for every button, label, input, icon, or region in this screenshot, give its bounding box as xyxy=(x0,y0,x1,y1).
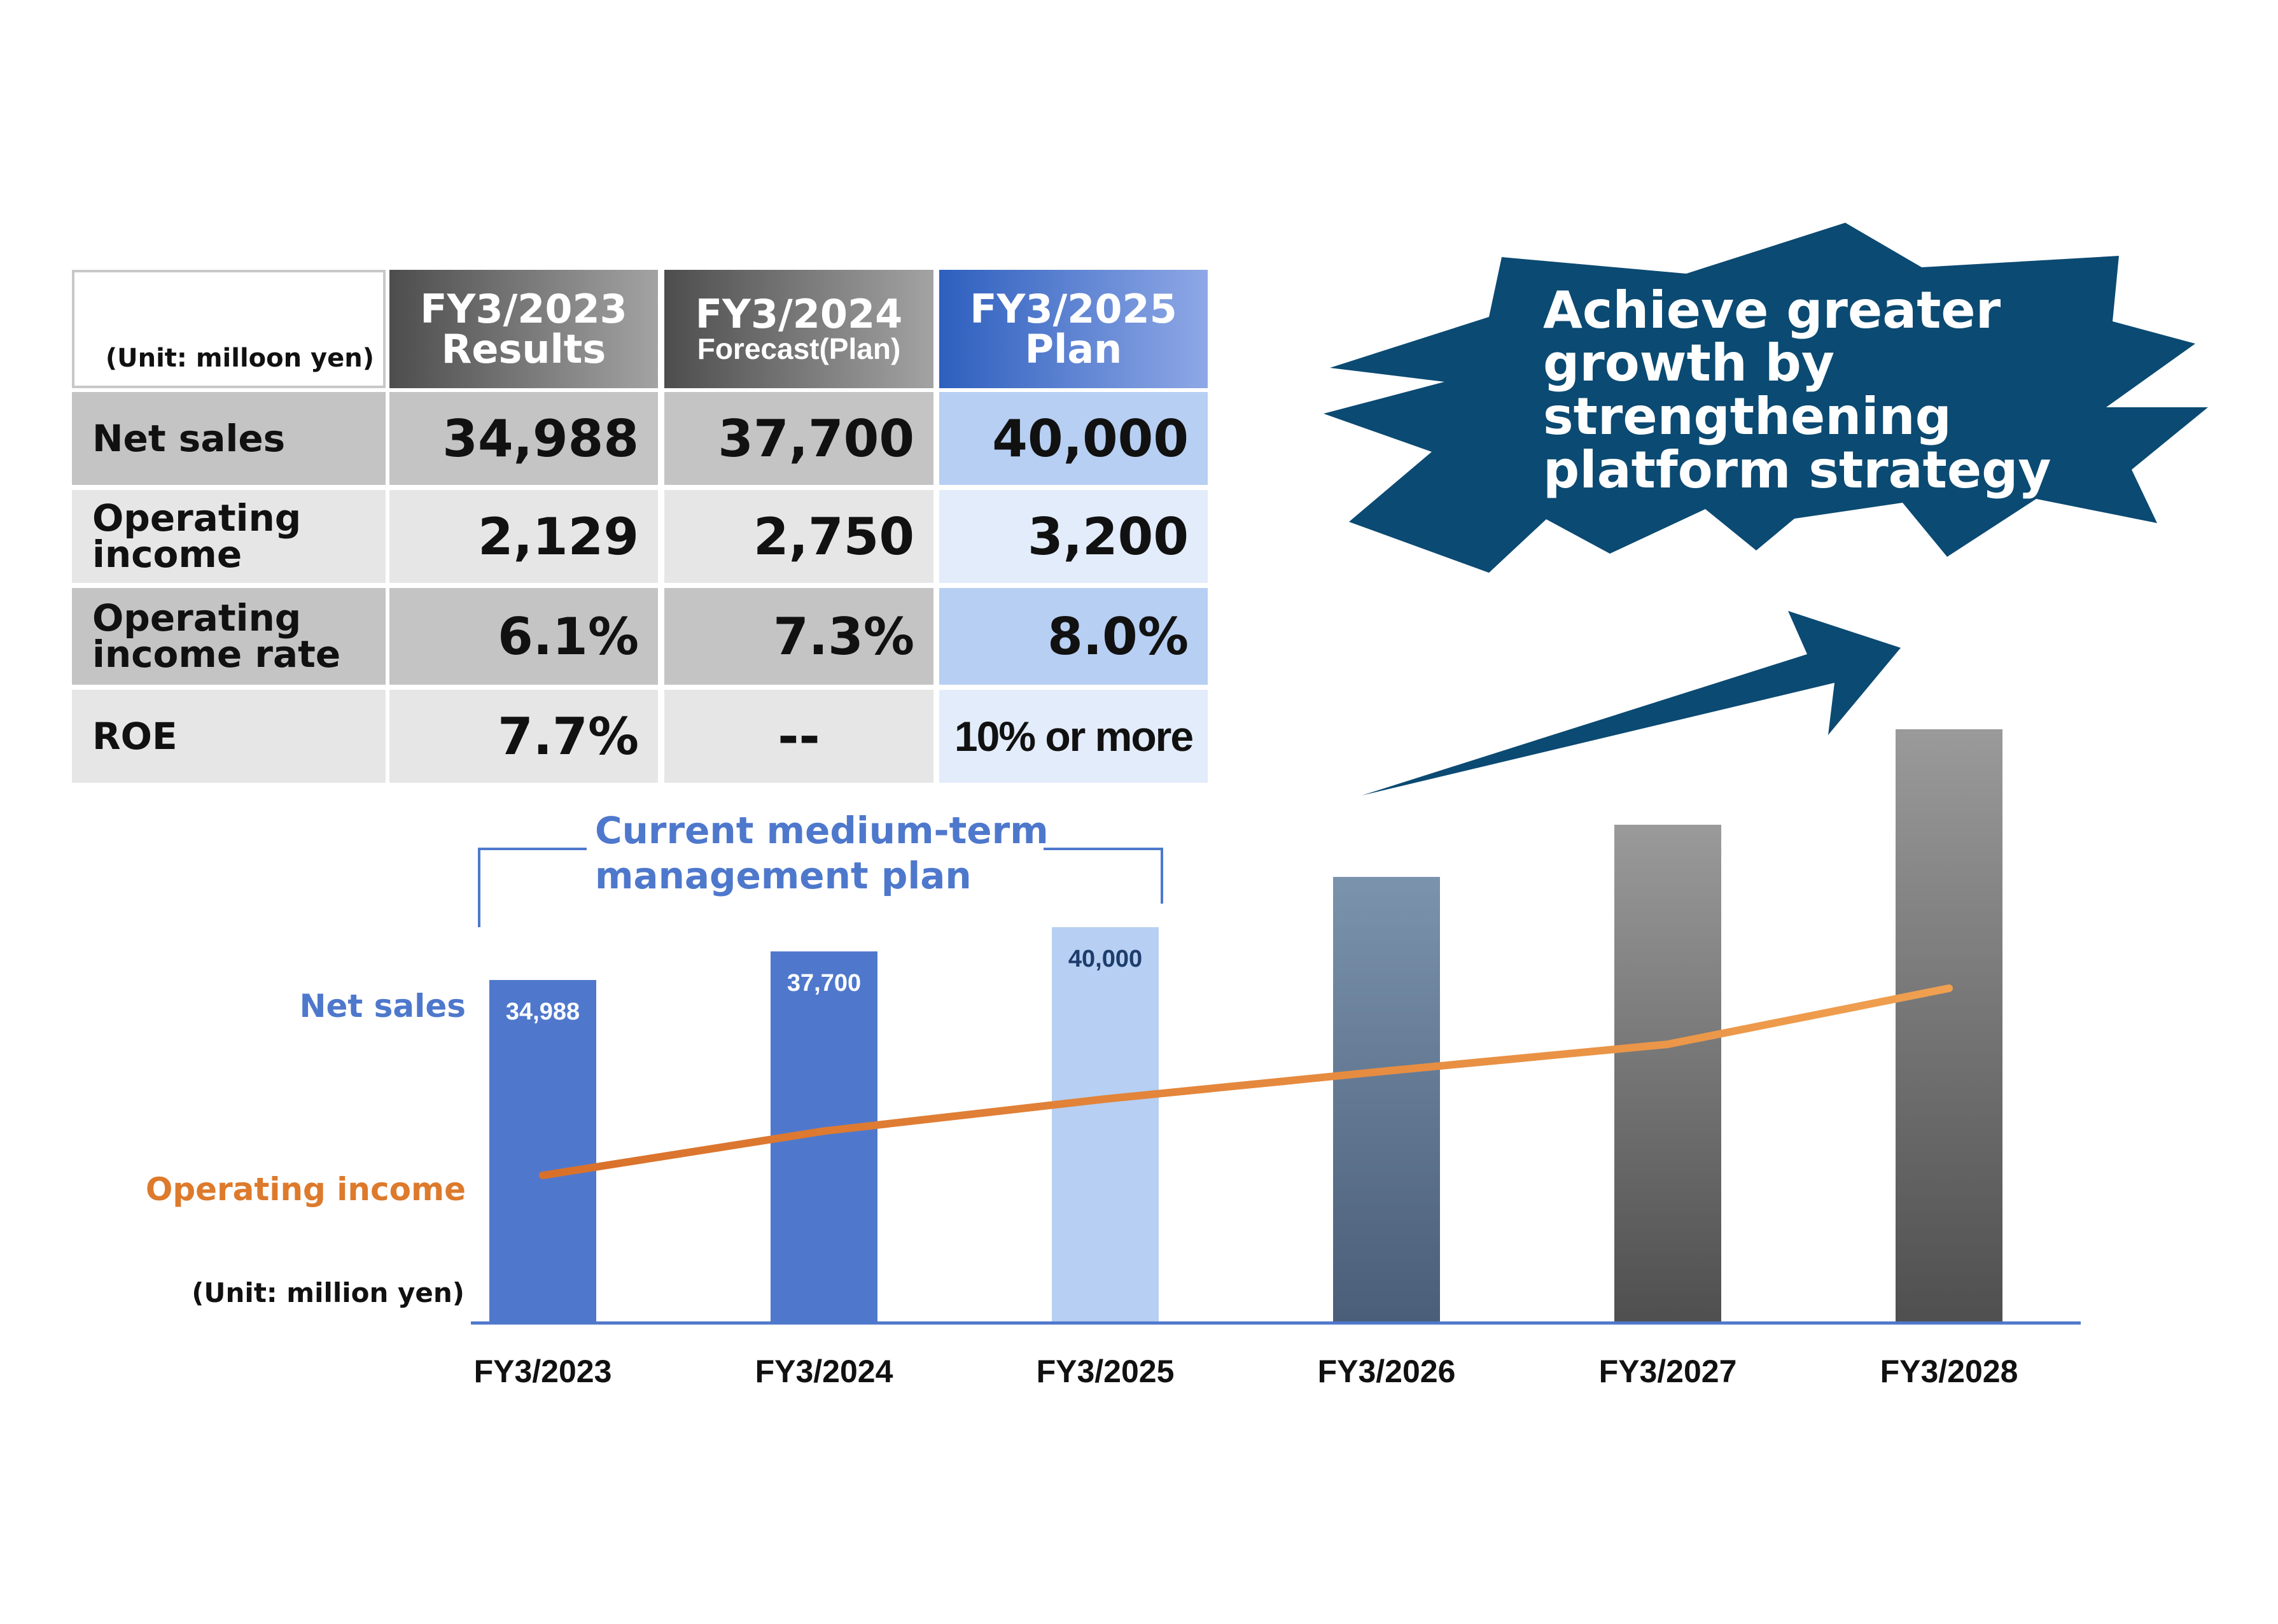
cell-operating-income-rate-fy2025: 8.0% xyxy=(939,588,1208,685)
growth-arrow xyxy=(1362,611,1901,795)
callout-starburst xyxy=(1324,223,2208,573)
row-label-operating-income: Operating income xyxy=(72,490,386,583)
cell-operating-income-fy2025: 3,200 xyxy=(939,490,1208,583)
header-fy2023: FY3/2023 Results xyxy=(389,270,658,388)
cell-operating-income-rate-fy2024: 7.3% xyxy=(664,588,933,685)
plan-bracket xyxy=(478,848,587,927)
operating-income-line xyxy=(539,984,1953,1179)
bar-fy3-2028 xyxy=(1896,729,2002,1322)
bar-label-fy3-2025: 40,000 xyxy=(1068,946,1142,972)
x-tick-fy3-2027: FY3/2027 xyxy=(1599,1354,1737,1389)
bar-fy3-2027 xyxy=(1614,825,1721,1322)
header-fy2023-line1: FY3/2023 xyxy=(420,285,627,332)
cell-roe-fy2023: 7.7% xyxy=(389,690,658,783)
cell-roe-fy2025: 10% or more xyxy=(939,690,1208,783)
row-label-operating-income-rate: Operating income rate xyxy=(72,588,386,685)
bar-fy3-2026 xyxy=(1333,877,1440,1322)
cell-operating-income-fy2024: 2,750 xyxy=(664,490,933,583)
plan-bracket-right xyxy=(1044,848,1163,904)
bar-label-fy3-2024: 37,700 xyxy=(787,970,861,997)
row-label-net-sales: Net sales xyxy=(72,392,386,485)
x-tick-fy3-2025: FY3/2025 xyxy=(1037,1354,1175,1389)
callout-line1: Achieve greater xyxy=(1543,281,2001,340)
callout-line2: growth by xyxy=(1543,333,1834,393)
cell-operating-income-rate-fy2023: 6.1% xyxy=(389,588,658,685)
cell-roe-fy2024: -- xyxy=(664,690,933,783)
header-fy2025: FY3/2025 Plan xyxy=(939,270,1208,388)
bar-labels-group: 34,988 37,700 40,000 xyxy=(506,946,1142,1025)
header-fy2025-line1: FY3/2025 xyxy=(970,285,1177,332)
bracket-label-line1: Current medium-term xyxy=(595,809,1049,852)
cell-net-sales-fy2025: 40,000 xyxy=(939,392,1208,485)
bracket-label-line2: management plan xyxy=(595,854,972,897)
x-tick-labels: FY3/2023 FY3/2024 FY3/2025 FY3/2026 FY3/2027… xyxy=(474,1354,2018,1389)
unit-note-cell: (Unit: milloon yen) xyxy=(72,270,386,388)
header-fy2023-line2: Results xyxy=(441,326,606,372)
cell-operating-income-fy2023: 2,129 xyxy=(389,490,658,583)
legend-operating-income: Operating income xyxy=(146,1171,466,1208)
x-tick-fy3-2024: FY3/2024 xyxy=(755,1354,893,1389)
header-fy2025-line2: Plan xyxy=(1024,326,1122,372)
callout-line3: strengthening xyxy=(1543,387,1952,446)
bar-fy3-2025 xyxy=(1052,927,1159,1322)
chart-unit-note: (Unit: million yen) xyxy=(192,1277,465,1308)
bar-label-fy3-2023: 34,988 xyxy=(506,998,580,1025)
row-label-roe: ROE xyxy=(72,690,386,783)
bar-fy3-2023 xyxy=(489,980,596,1322)
x-tick-fy3-2028: FY3/2028 xyxy=(1880,1354,2018,1389)
table-unit-note: (Unit: milloon yen) xyxy=(105,344,374,373)
cell-net-sales-fy2023: 34,988 xyxy=(389,392,658,485)
x-tick-fy3-2026: FY3/2026 xyxy=(1318,1354,1456,1389)
header-fy2024-line1: FY3/2024 xyxy=(695,290,903,337)
legend-net-sales: Net sales xyxy=(300,988,466,1025)
callout-line4: platform strategy xyxy=(1543,440,2051,500)
header-fy2024-line2: Forecast(Plan) xyxy=(697,332,901,366)
cell-net-sales-fy2024: 37,700 xyxy=(664,392,933,485)
x-tick-fy3-2023: FY3/2023 xyxy=(474,1354,612,1389)
header-fy2024: FY3/2024 Forecast(Plan) xyxy=(664,270,933,388)
